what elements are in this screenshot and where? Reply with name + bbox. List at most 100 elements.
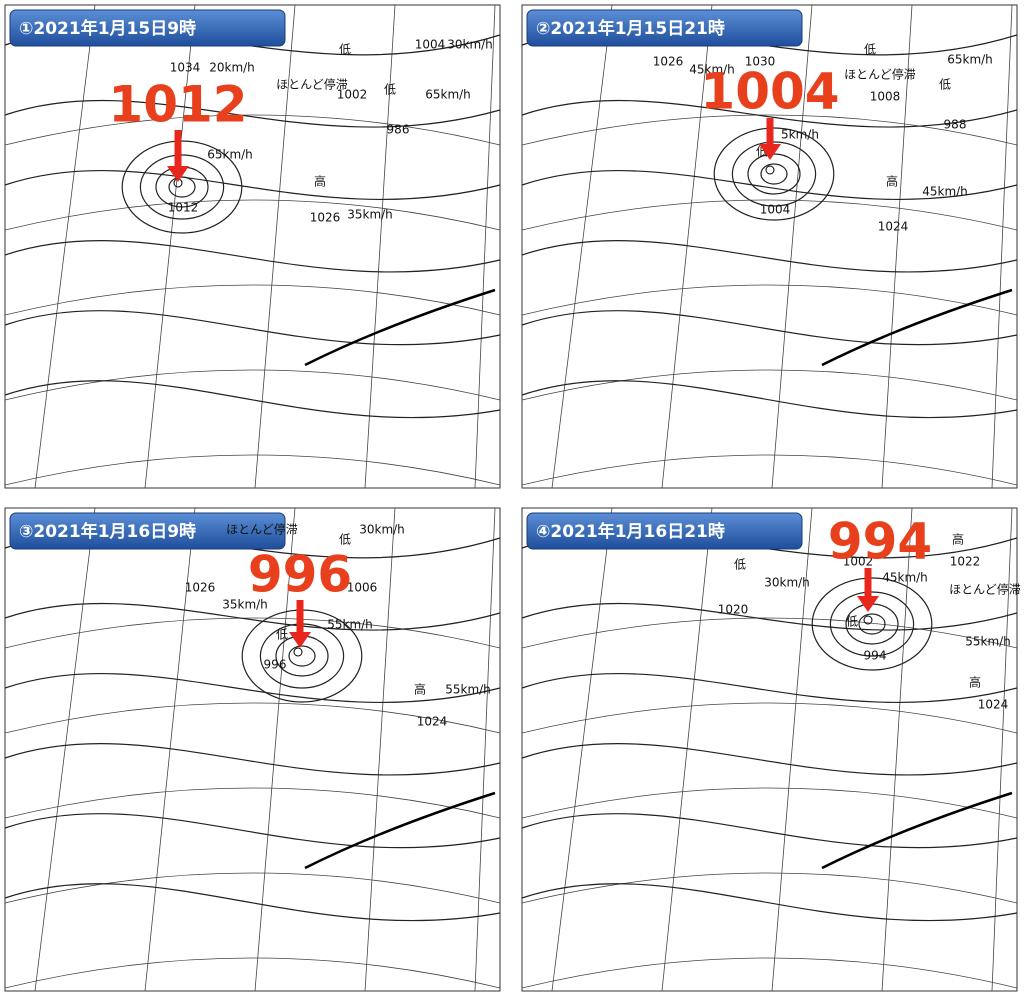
- map-label: 45km/h: [882, 571, 928, 585]
- isobar: [521, 672, 1018, 704]
- map-label: 30km/h: [359, 523, 405, 537]
- map-label: 30km/h: [447, 38, 493, 52]
- meridian-line: [881, 4, 913, 489]
- map-frame: [4, 4, 501, 489]
- map-label: 1026: [653, 55, 684, 69]
- latitude-line: [521, 617, 1018, 649]
- isobar: [4, 743, 501, 776]
- map-label: 55km/h: [445, 683, 491, 697]
- latitude-line: [4, 114, 501, 146]
- map-label: 20km/h: [209, 61, 255, 75]
- isobar: [121, 140, 243, 234]
- highlight-arrowhead: [759, 144, 781, 160]
- latitude-line: [4, 454, 501, 486]
- map-label: 55km/h: [327, 618, 373, 632]
- map-label: 低: [276, 628, 288, 642]
- map-frame: [521, 4, 1018, 489]
- highlight-arrowhead: [289, 632, 311, 648]
- meridian-line: [34, 4, 96, 489]
- map-label: 1004: [760, 203, 791, 217]
- map-label: 35km/h: [347, 208, 393, 222]
- map-label: 高: [314, 174, 326, 189]
- map-label: 1026: [185, 581, 216, 595]
- map-label: 65km/h: [207, 148, 253, 162]
- map-label: 986: [387, 123, 410, 137]
- meridian-line: [474, 507, 496, 992]
- map-label: 65km/h: [425, 88, 471, 102]
- latitude-line: [521, 702, 1018, 734]
- title-box: [9, 9, 286, 47]
- low-center: [863, 615, 873, 625]
- meridian-line: [34, 507, 96, 992]
- map-label: 高: [952, 532, 964, 547]
- meridian-line: [364, 507, 396, 992]
- panel-title: ②2021年1月15日21時: [536, 18, 725, 39]
- latitude-line: [4, 617, 501, 649]
- meridian-line: [991, 507, 1013, 992]
- panel-title: ①2021年1月15日9時: [19, 18, 196, 39]
- map-label: 低: [339, 43, 351, 57]
- meridian-line: [144, 4, 196, 489]
- map-label: 高: [886, 174, 898, 189]
- isobar: [521, 310, 1018, 346]
- map-label: 1020: [718, 603, 749, 617]
- isobar: [4, 813, 501, 849]
- meridian-line: [661, 507, 713, 992]
- isobar: [521, 99, 1018, 128]
- map-label: 1008: [870, 90, 901, 104]
- map-panel: ②2021年1月15日21時102645km/h1030低ほとんど停滞1008低…: [521, 4, 1018, 489]
- map-label: 45km/h: [689, 63, 735, 77]
- map-label: 1022: [950, 555, 981, 569]
- map-label: 低: [939, 78, 951, 92]
- meridian-line: [991, 4, 1013, 489]
- panel-title: ③2021年1月16日9時: [19, 521, 196, 542]
- map-label: 996: [264, 658, 287, 672]
- map-label: 1030: [745, 55, 776, 69]
- map-label: ほとんど停滞: [949, 582, 1021, 597]
- isobar: [521, 240, 1018, 273]
- map-frame: [4, 507, 501, 992]
- front-line: [821, 791, 1013, 870]
- highlight-pressure: 1012: [108, 76, 247, 134]
- isobar: [521, 883, 1018, 922]
- meridian-line: [551, 507, 613, 992]
- latitude-line: [4, 702, 501, 734]
- title-box: [9, 512, 286, 550]
- isobar: [521, 813, 1018, 849]
- latitude-line: [521, 957, 1018, 989]
- meridian-line: [551, 4, 613, 489]
- map-label: 低: [846, 615, 858, 629]
- latitude-line: [521, 872, 1018, 904]
- isobar: [4, 310, 501, 346]
- low-center: [293, 647, 303, 657]
- latitude-line: [521, 114, 1018, 146]
- isobar: [288, 645, 316, 667]
- panel-title: ④2021年1月16日21時: [536, 521, 725, 542]
- isobar: [731, 141, 817, 207]
- title-box: [526, 9, 803, 47]
- map-label: 低: [734, 558, 746, 572]
- map-label: 低: [864, 43, 876, 57]
- map-label: 1002: [843, 555, 874, 569]
- map-label: 1004: [415, 38, 446, 52]
- map-label: 1006: [347, 581, 378, 595]
- isobar: [858, 613, 886, 635]
- latitude-line: [4, 369, 501, 401]
- isobar: [4, 380, 501, 419]
- latitude-line: [521, 369, 1018, 401]
- latitude-line: [4, 787, 501, 819]
- map-label: 1002: [337, 88, 368, 102]
- highlight-arrowhead: [167, 166, 189, 182]
- isobar: [4, 672, 501, 704]
- meridian-line: [771, 4, 813, 489]
- isobar: [4, 240, 501, 273]
- meridian-line: [254, 4, 296, 489]
- map-label: 低: [339, 533, 351, 547]
- highlight-arrowhead: [857, 596, 879, 612]
- isobar: [521, 743, 1018, 776]
- isobar: [4, 169, 501, 201]
- title-box: [526, 512, 803, 550]
- map-panel: ③2021年1月16日9時 ほとんど停滞 1026 35km/h 低 30km/h 1006…: [4, 507, 501, 992]
- map-label: 高: [414, 682, 426, 697]
